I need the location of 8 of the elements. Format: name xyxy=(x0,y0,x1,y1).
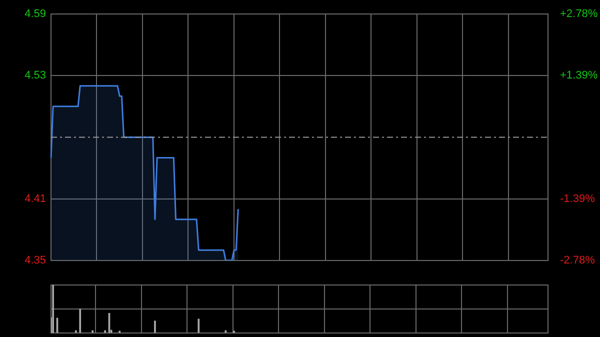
y-tick-label: 4.53 xyxy=(24,70,46,82)
y-tick-label: 4.41 xyxy=(24,192,46,205)
y2-tick-label: +1.39% xyxy=(560,70,598,82)
y2-tick-label: -1.39% xyxy=(560,192,596,205)
y2-tick-label: -2.78% xyxy=(560,254,596,266)
y2-tick-label: +2.78% xyxy=(560,8,598,20)
y-tick-label: 4.35 xyxy=(24,254,46,266)
y-tick-label: 4.59 xyxy=(24,8,46,20)
